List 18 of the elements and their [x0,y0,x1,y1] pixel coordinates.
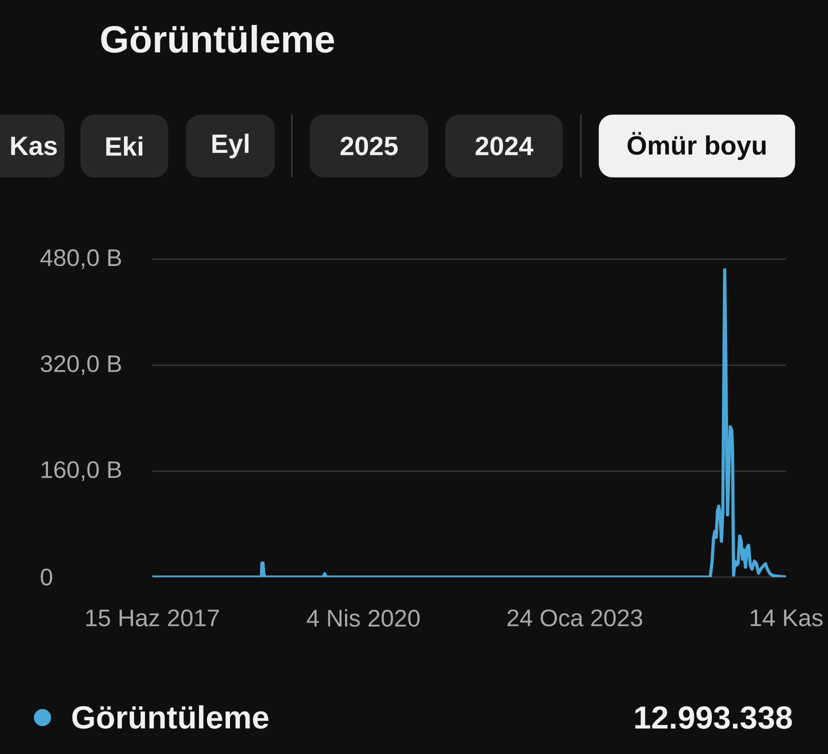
line-series [152,268,786,577]
y-tick-label: 320,0 B [40,355,122,375]
text: Eyl [212,133,248,158]
x-tick-label: 15 Haz 2017 [86,609,219,626]
text: 2024 [476,136,534,156]
x-tick-label: 4 Nis 2020 [306,608,420,626]
x-tick-label: 14 Kas [750,609,822,626]
chart-title: Görüntüleme [101,24,334,53]
text: 2025 [340,136,398,156]
y-tick-label: 160,0 B [42,460,122,481]
x-tick-label: 24 Oca 2023 [508,609,642,626]
y-tick-label: 480,0 B [40,249,122,269]
legend-label: Görüntüleme [72,705,268,728]
y-tick-label: 0 [40,568,52,586]
text: 12.993.338 [635,706,792,729]
text: Ömür boyu [628,132,766,160]
text: Kas [11,136,57,155]
text: Eki [106,136,142,156]
